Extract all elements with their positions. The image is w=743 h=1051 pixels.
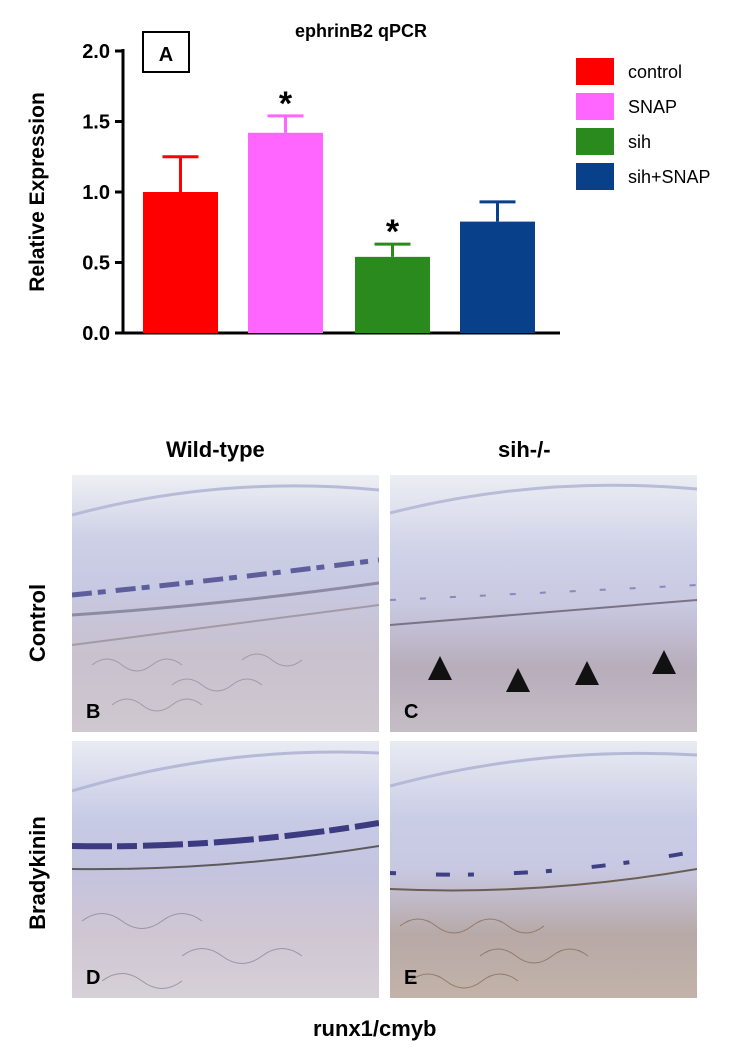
- micrograph-panel-c: C: [390, 475, 697, 732]
- row-header-bradykinin: Bradykinin: [25, 816, 50, 930]
- y-tick-label: 2.0: [82, 41, 110, 63]
- embryo-image-c: [390, 475, 697, 732]
- y-tick-label: 1.0: [82, 182, 110, 204]
- embryo-image-b: [72, 475, 379, 732]
- row-header-control: Control: [25, 583, 50, 663]
- panel-letter-e: E: [404, 967, 418, 989]
- legend-label: control: [628, 62, 682, 82]
- arrowhead-icon: [652, 650, 676, 674]
- bar-sih-snap: [460, 221, 535, 333]
- legend-swatch: [576, 58, 614, 85]
- legend-swatch: [576, 163, 614, 190]
- panel-label-box: [142, 31, 190, 73]
- legend-label: sih+SNAP: [628, 167, 711, 187]
- chart-title: ephrinB2 qPCR: [295, 21, 427, 41]
- arrowhead-icon: [575, 661, 599, 685]
- embryo-image-e: [390, 741, 697, 998]
- panel-label-a: A: [159, 44, 173, 66]
- bar-snap: [248, 132, 323, 333]
- y-tick-label: 0.0: [82, 323, 110, 345]
- y-tick-label: 0.5: [82, 253, 110, 275]
- significance-star: *: [279, 85, 293, 123]
- y-tick-label: 1.5: [82, 112, 110, 134]
- panel-letter-b: B: [86, 701, 101, 723]
- column-header-sih: sih-/-: [498, 437, 551, 462]
- micrograph-panel-e: E: [390, 741, 697, 998]
- embryo-image-d: [72, 741, 379, 998]
- y-axis-label: Relative Expression: [26, 92, 49, 292]
- panel-letter-d: D: [86, 967, 101, 989]
- legend-swatch: [576, 128, 614, 155]
- legend-label: SNAP: [628, 97, 677, 117]
- column-header-wild-type: Wild-type: [166, 437, 265, 462]
- arrowhead-icon: [428, 656, 452, 680]
- figure-caption: runx1/cmyb: [313, 1016, 437, 1041]
- arrowhead-icon: [506, 668, 530, 692]
- micrograph-panel-b: B: [72, 475, 379, 732]
- bar-sih: [355, 256, 430, 333]
- panel-letter-c: C: [404, 701, 419, 723]
- micrograph-panel-d: D: [72, 741, 379, 998]
- legend-swatch: [576, 93, 614, 120]
- bar-control: [143, 192, 218, 333]
- legend-label: sih: [628, 132, 651, 152]
- significance-star: *: [386, 213, 400, 251]
